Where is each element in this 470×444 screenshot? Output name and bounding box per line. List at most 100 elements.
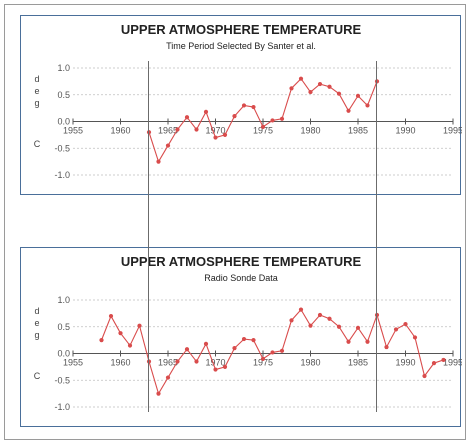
x-tick-label: 1990: [395, 358, 415, 368]
data-point: [241, 336, 247, 342]
data-point: [346, 339, 351, 344]
chart-santer: UPPER ATMOSPHERE TEMPERATURE Time Period …: [34, 22, 462, 180]
data-point: [270, 118, 275, 123]
data-point: [374, 312, 380, 318]
y-axis-label-letter: e: [34, 86, 39, 96]
y-tick-label: 1.0: [57, 63, 70, 73]
x-tick-label: 1985: [348, 126, 368, 136]
data-point: [146, 130, 152, 135]
data-point: [175, 359, 180, 364]
x-tick-label: 1955: [63, 358, 83, 368]
y-axis-label-unit: C: [34, 371, 41, 381]
y-tick-label: 0.5: [57, 90, 70, 100]
chart-panel-radiosonde: UPPER ATMOSPHERE TEMPERATURE Radio Sonde …: [20, 247, 462, 427]
x-tick-label: 1970: [205, 358, 225, 368]
data-point: [213, 367, 218, 372]
data-point: [289, 318, 294, 323]
data-point: [213, 135, 218, 140]
data-point: [270, 350, 275, 355]
data-point: [327, 84, 332, 89]
data-point: [146, 359, 152, 364]
x-tick-label: 1955: [63, 126, 83, 136]
x-tick-label: 1960: [110, 126, 130, 136]
x-tick-label: 1995: [443, 358, 462, 368]
x-tick-label: 1995: [443, 126, 462, 136]
data-point: [336, 91, 342, 96]
chart-title: UPPER ATMOSPHERE TEMPERATURE: [121, 22, 362, 37]
data-point: [317, 81, 323, 87]
data-point: [156, 159, 161, 164]
data-point: [431, 361, 437, 366]
chart-title: UPPER ATMOSPHERE TEMPERATURE: [121, 254, 362, 269]
y-tick-label: -1.0: [54, 170, 70, 180]
data-point: [184, 115, 190, 120]
data-point: [232, 114, 237, 119]
data-point: [184, 347, 190, 352]
y-axis-label-letter: g: [34, 98, 39, 108]
data-point: [346, 108, 351, 113]
data-point: [374, 79, 380, 84]
y-tick-label: 1.0: [57, 295, 70, 305]
x-tick-label: 1965: [158, 126, 178, 136]
y-tick-label: 0.5: [57, 322, 70, 332]
x-tick-label: 1985: [348, 358, 368, 368]
x-tick-label: 1960: [110, 358, 130, 368]
data-point: [232, 346, 237, 351]
y-axis-label-letter: d: [34, 74, 39, 84]
x-tick-label: 1965: [158, 358, 178, 368]
x-tick-label: 1970: [205, 126, 225, 136]
data-point: [137, 323, 142, 328]
page-frame: UPPER ATMOSPHERE TEMPERATURE Time Period …: [4, 4, 466, 440]
data-point: [403, 321, 408, 327]
data-point: [203, 341, 209, 346]
y-axis-label-letter: d: [34, 306, 39, 316]
data-point: [384, 344, 389, 350]
reference-vertical-line: [148, 61, 149, 412]
y-axis-label-letter: e: [34, 318, 39, 328]
data-point: [165, 143, 171, 148]
y-tick-label: -0.5: [54, 143, 70, 153]
y-tick-label: 0.0: [57, 117, 70, 127]
y-tick-label: 0.0: [57, 349, 70, 359]
data-point: [317, 312, 323, 318]
data-point: [441, 357, 446, 363]
data-point: [355, 93, 361, 98]
data-point: [118, 331, 123, 336]
data-point: [422, 373, 427, 379]
y-axis-label-unit: C: [34, 139, 41, 149]
x-tick-label: 1975: [253, 358, 273, 368]
data-point: [289, 86, 294, 91]
data-point: [279, 348, 285, 353]
data-point: [165, 375, 171, 380]
data-point: [222, 364, 228, 369]
x-tick-label: 1980: [300, 358, 320, 368]
data-point: [308, 89, 313, 95]
y-tick-label: -1.0: [54, 402, 70, 412]
reference-vertical-line: [376, 61, 377, 412]
data-point: [251, 338, 256, 343]
chart-subtitle: Time Period Selected By Santer et al.: [166, 41, 316, 51]
data-point: [203, 109, 209, 114]
data-point: [279, 116, 285, 121]
chart-subtitle: Radio Sonde Data: [204, 273, 278, 283]
data-point: [298, 307, 304, 312]
data-point: [222, 132, 228, 137]
data-point: [241, 103, 247, 108]
x-tick-label: 1975: [253, 126, 273, 136]
data-point: [251, 104, 256, 110]
data-point: [194, 359, 199, 364]
data-point: [99, 338, 104, 343]
data-point: [260, 124, 266, 129]
x-tick-label: 1990: [395, 126, 415, 136]
data-point: [327, 316, 332, 321]
data-point: [308, 323, 313, 328]
data-point: [365, 103, 370, 108]
data-point: [365, 339, 370, 344]
chart-radiosonde: UPPER ATMOSPHERE TEMPERATURE Radio Sonde …: [34, 254, 462, 412]
data-point: [412, 335, 418, 340]
data-point: [194, 127, 199, 132]
data-point: [336, 324, 342, 329]
data-point: [108, 313, 114, 319]
y-axis-label-letter: g: [34, 330, 39, 340]
x-tick-label: 1980: [300, 126, 320, 136]
